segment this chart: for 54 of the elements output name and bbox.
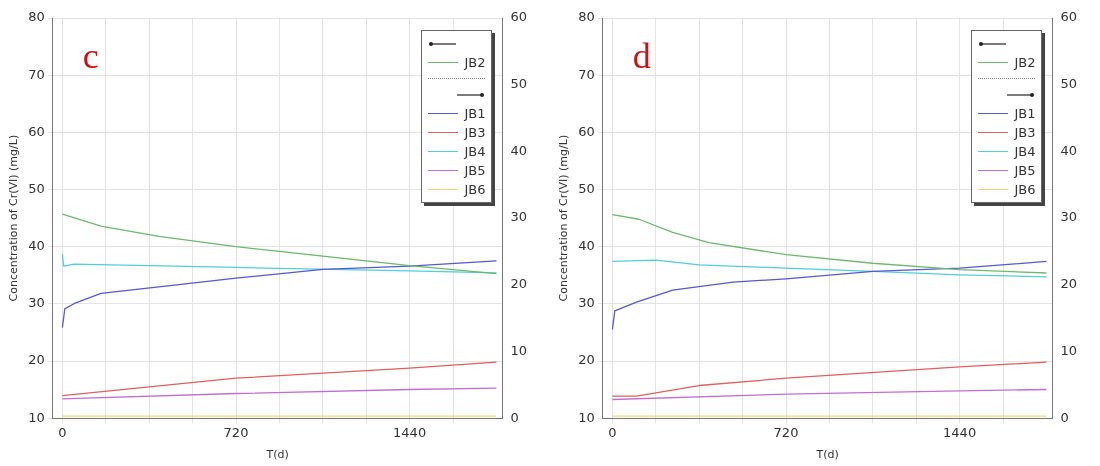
y-axis-title: Concentration of Cr(VI) (mg/L) <box>557 134 571 302</box>
legend-label: JB3 <box>1014 125 1036 140</box>
y-tick-label: 50 <box>28 180 45 196</box>
x-axis-title: T(d) <box>815 448 839 462</box>
y2-tick-label: 50 <box>510 76 527 92</box>
y-tick-label: 40 <box>28 238 45 254</box>
y2-tick-label: 20 <box>510 276 527 292</box>
y-tick-label: 60 <box>28 123 45 139</box>
x-tick-label: 0 <box>608 425 617 441</box>
y2-tick-label: 30 <box>510 209 527 225</box>
y2-tick-label: 60 <box>510 9 527 25</box>
x-tick-label: 1440 <box>393 425 427 441</box>
legend-label: JB1 <box>1014 106 1036 121</box>
y-tick-label: 20 <box>578 352 595 368</box>
y2-tick-label: 0 <box>1060 409 1069 425</box>
text: d <box>632 36 651 76</box>
y-tick-label: 10 <box>28 409 45 425</box>
y2-tick-label: 60 <box>1060 9 1077 25</box>
legend-label: JB2 <box>1014 55 1036 70</box>
y-tick-label: 20 <box>28 352 45 368</box>
legend-label: JB2 <box>464 55 486 70</box>
legend-label: JB4 <box>464 144 486 159</box>
x-tick-label: 1440 <box>943 425 977 441</box>
y-tick-label: 10 <box>578 409 595 425</box>
legend-label: JB5 <box>464 163 486 178</box>
x-tick-label: 720 <box>223 425 249 441</box>
legend-label: JB6 <box>464 182 486 197</box>
y-tick-label: 30 <box>578 295 595 311</box>
legend-label: JB5 <box>1014 163 1036 178</box>
y-tick-label: 50 <box>578 180 595 196</box>
y2-tick-label: 40 <box>1060 142 1077 158</box>
y2-tick-label: 20 <box>1060 276 1077 292</box>
y-tick-label: 40 <box>578 238 595 254</box>
x-tick-label: 720 <box>773 425 799 441</box>
legend-label: JB6 <box>1014 182 1036 197</box>
y2-tick-label: 30 <box>1060 209 1077 225</box>
x-axis-title: T(d) <box>265 448 289 462</box>
legend-label: JB3 <box>464 125 486 140</box>
y-tick-label: 60 <box>578 123 595 139</box>
y2-tick-label: 0 <box>510 409 519 425</box>
y2-tick-label: 10 <box>510 342 527 358</box>
y-tick-label: 80 <box>578 9 595 25</box>
y2-tick-label: 40 <box>510 142 527 158</box>
y2-tick-label: 10 <box>1060 342 1077 358</box>
y-tick-label: 70 <box>28 66 45 82</box>
y-tick-label: 80 <box>28 9 45 25</box>
text: c <box>82 36 99 76</box>
y-tick-label: 30 <box>28 295 45 311</box>
y-axis-title: Concentration of Cr(VI) (mg/L) <box>7 134 21 302</box>
legend-label: JB4 <box>1014 144 1036 159</box>
y2-tick-label: 50 <box>1060 76 1077 92</box>
x-tick-label: 0 <box>58 425 67 441</box>
y-tick-label: 70 <box>578 66 595 82</box>
legend-label: JB1 <box>464 106 486 121</box>
